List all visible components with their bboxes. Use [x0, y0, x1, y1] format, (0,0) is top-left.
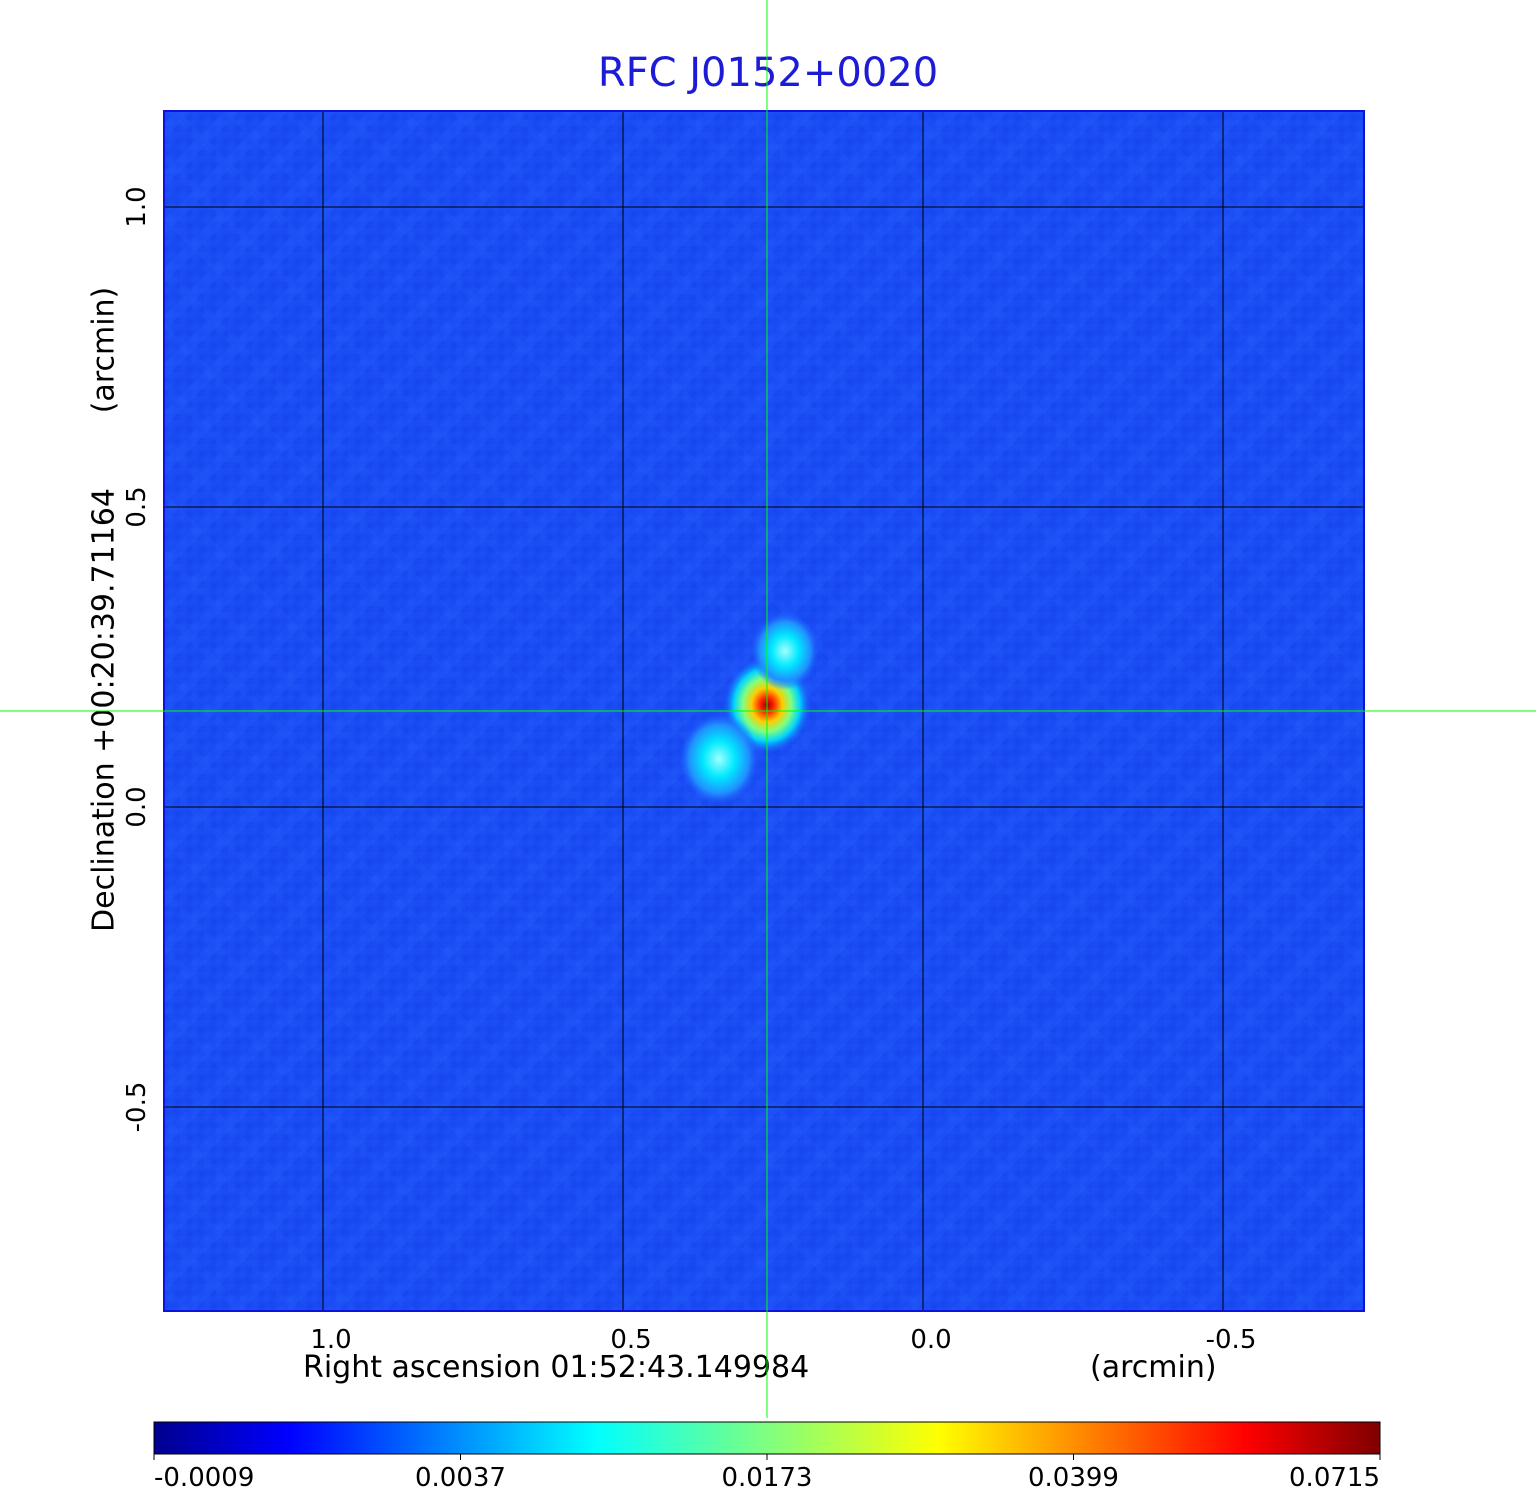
x-tick-label: -0.5: [1206, 1325, 1257, 1355]
colorbar: [153, 1421, 1381, 1455]
x-axis-label: Right ascension 01:52:43.149984: [303, 1350, 810, 1385]
y-tick-label: 0.0: [122, 786, 152, 827]
colorbar-tick-label: 0.0037: [415, 1463, 506, 1493]
colorbar-tick-label: 0.0399: [1028, 1463, 1119, 1493]
source-blob: [679, 713, 759, 805]
x-tick-label: 1.0: [310, 1325, 351, 1355]
colorbar-tick-label: -0.0009: [154, 1463, 254, 1493]
chart-title: RFC J0152+0020: [597, 50, 939, 96]
source-blob: [751, 611, 819, 691]
x-tick-label: 0.5: [610, 1325, 651, 1355]
x-axis-unit: (arcmin): [1090, 1350, 1217, 1385]
y-tick-label: 1.0: [122, 186, 152, 227]
y-tick-label: 0.5: [122, 486, 152, 527]
x-tick-label: 0.0: [910, 1325, 951, 1355]
y-tick-label: -0.5: [122, 1082, 152, 1133]
colorbar-tick-label: 0.0173: [722, 1463, 813, 1493]
colorbar-tick-label: 0.0715: [1289, 1463, 1380, 1493]
